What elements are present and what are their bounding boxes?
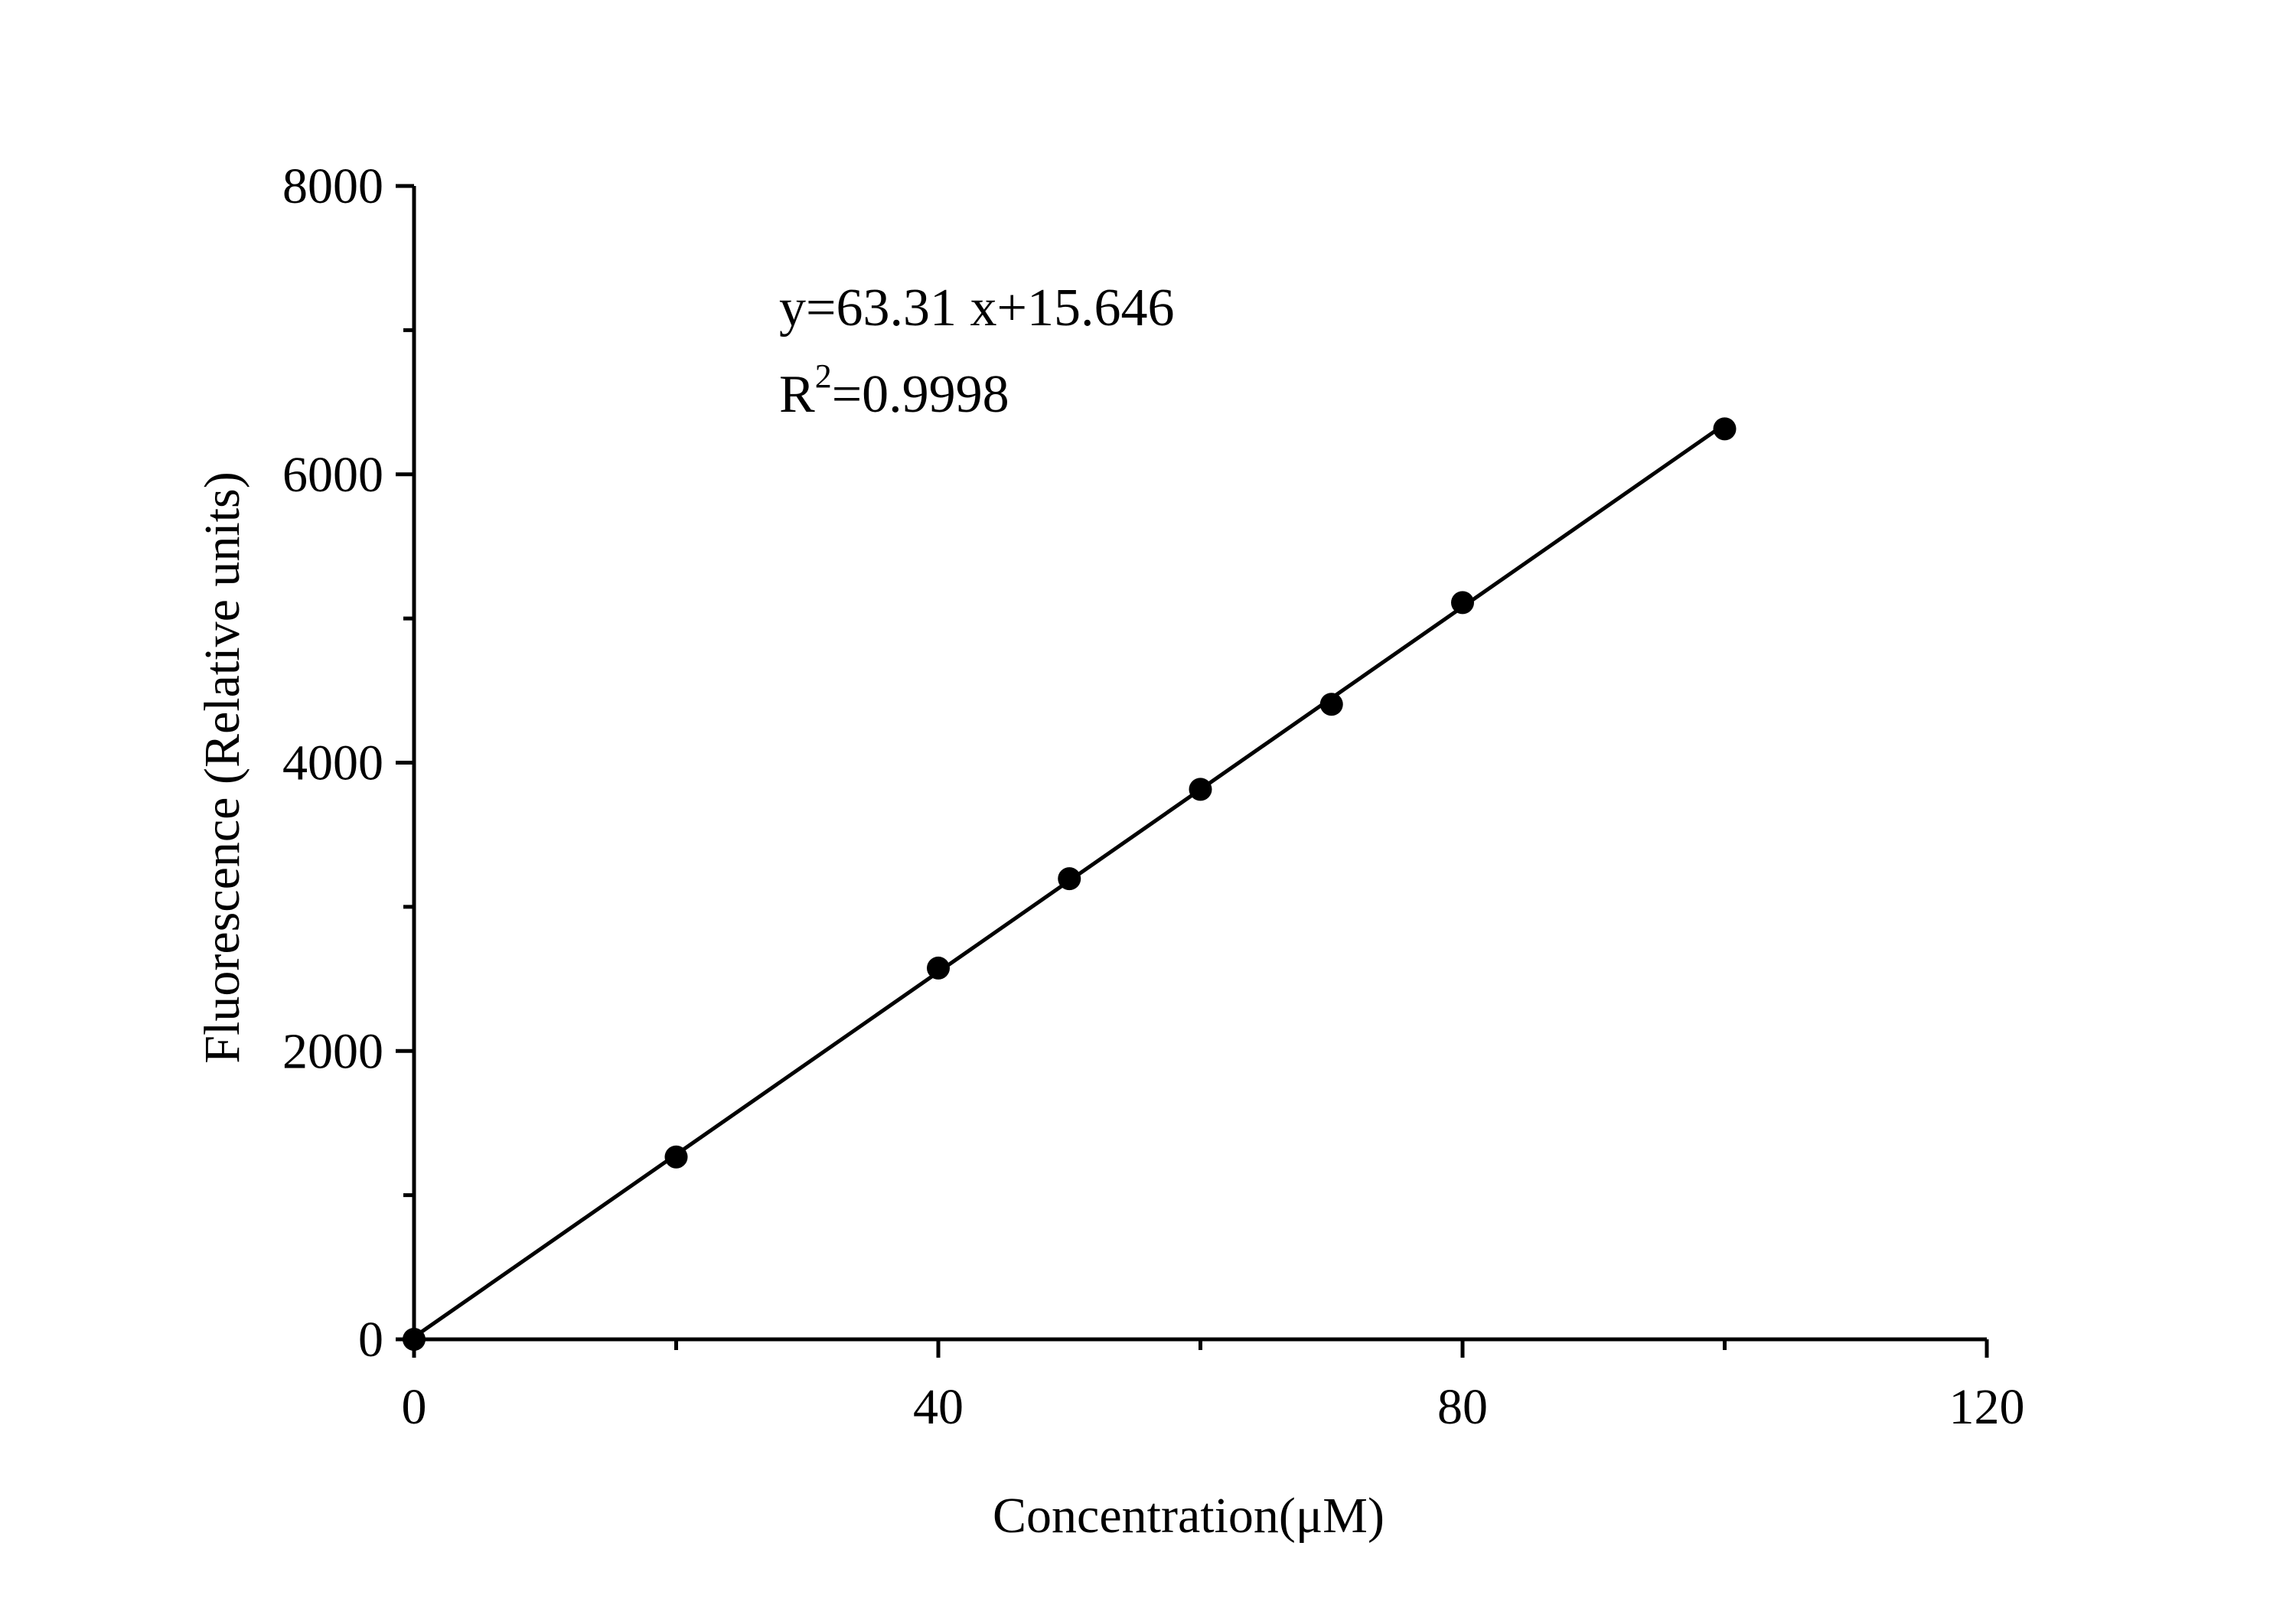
data-points xyxy=(403,417,1737,1351)
data-point xyxy=(1319,693,1343,716)
data-point xyxy=(1058,867,1081,891)
equation-annotation: y=63.31 x+15.646 xyxy=(779,279,1174,338)
r-squared-prefix: R xyxy=(779,365,815,424)
y-tick-label: 2000 xyxy=(282,1023,383,1079)
x-axis-title: Concentration(μM) xyxy=(993,1488,1384,1544)
x-tick-label: 40 xyxy=(913,1379,964,1435)
x-tick-labels: 0 40 80 120 xyxy=(402,1379,2025,1435)
y-tick-label: 4000 xyxy=(282,735,383,791)
data-point xyxy=(403,1328,426,1351)
y-tick-label: 0 xyxy=(358,1312,383,1368)
data-point xyxy=(1189,778,1212,801)
r-squared-annotation: R2=0.9998 xyxy=(779,357,1009,424)
x-tick-label: 0 xyxy=(402,1379,427,1435)
data-point xyxy=(664,1145,688,1169)
data-point xyxy=(1713,417,1737,441)
y-tick-label: 6000 xyxy=(282,447,383,503)
x-tick-label: 120 xyxy=(1949,1379,2025,1435)
y-tick-labels: 0 2000 4000 6000 8000 xyxy=(282,158,383,1368)
data-point xyxy=(927,956,950,980)
x-tick-label: 80 xyxy=(1437,1379,1488,1435)
r-squared-value: =0.9998 xyxy=(832,365,1009,424)
r-squared-exponent: 2 xyxy=(815,357,832,395)
y-tick-label: 8000 xyxy=(282,158,383,214)
y-axis-title: Fluorescence (Relative units) xyxy=(194,471,250,1063)
data-point xyxy=(1451,591,1474,615)
axes xyxy=(396,184,1989,1358)
